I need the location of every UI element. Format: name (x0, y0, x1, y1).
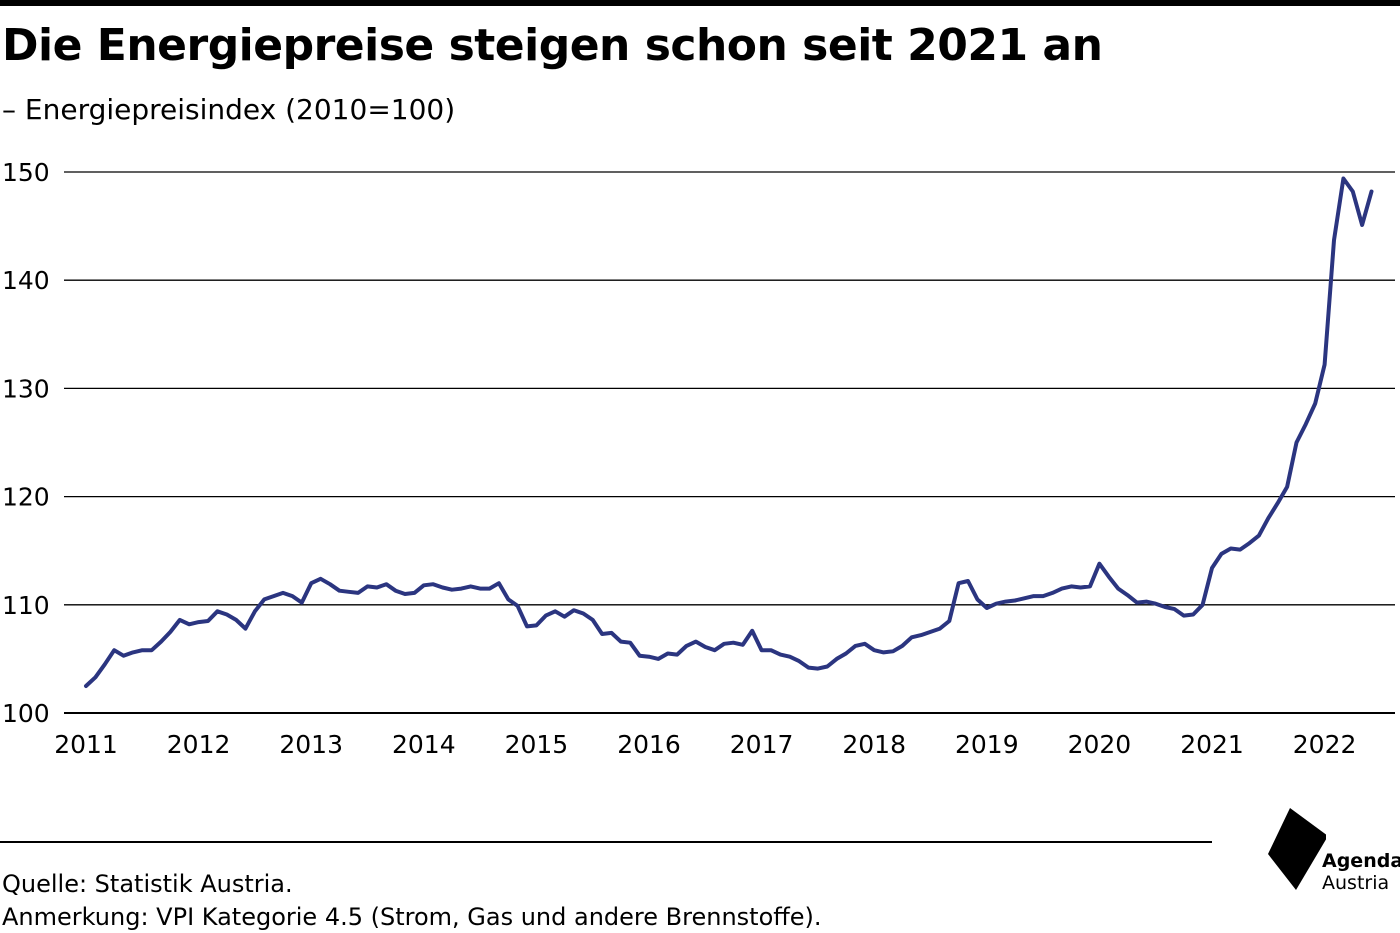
x-tick-label: 2012 (167, 730, 231, 759)
x-tick-label: 2022 (1293, 730, 1357, 759)
y-tick-label: 100 (2, 699, 50, 728)
y-tick-label: 120 (2, 483, 50, 512)
logo-mark-icon (1268, 808, 1326, 890)
logo-word-austria: Austria (1322, 872, 1390, 894)
logo-word-agenda: Agenda (1322, 850, 1400, 872)
x-tick-label: 2017 (730, 730, 794, 759)
series-line-energiepreisindex (84, 176, 1374, 688)
x-tick-label: 2015 (505, 730, 569, 759)
x-tick-label: 2021 (1180, 730, 1244, 759)
x-tick-label: 2018 (842, 730, 906, 759)
x-tick-label: 2019 (955, 730, 1019, 759)
x-tick-label: 2011 (54, 730, 118, 759)
y-tick-label: 130 (2, 374, 50, 403)
x-tick-label: 2016 (617, 730, 681, 759)
y-tick-label: 110 (2, 591, 50, 620)
chart-title: Die Energiepreise steigen schon seit 202… (2, 20, 1103, 71)
top-rule (0, 0, 1400, 6)
agenda-austria-logo: Agenda Austria (1266, 806, 1400, 896)
chart-subtitle: – Energiepreisindex (2010=100) (2, 93, 456, 126)
y-tick-label: 140 (2, 266, 50, 295)
line-chart: 100 110 120 130 140 150 2011 2012 2013 2014 2015 2… (2, 158, 1395, 759)
source-note: Quelle: Statistik Austria. (2, 870, 293, 898)
x-tick-label: 2020 (1068, 730, 1132, 759)
y-tick-label: 150 (2, 158, 50, 187)
annotation-note: Anmerkung: VPI Kategorie 4.5 (Strom, Gas… (2, 903, 822, 931)
x-tick-label: 2014 (392, 730, 456, 759)
x-tick-label: 2013 (279, 730, 343, 759)
footer-rule (0, 841, 1212, 843)
